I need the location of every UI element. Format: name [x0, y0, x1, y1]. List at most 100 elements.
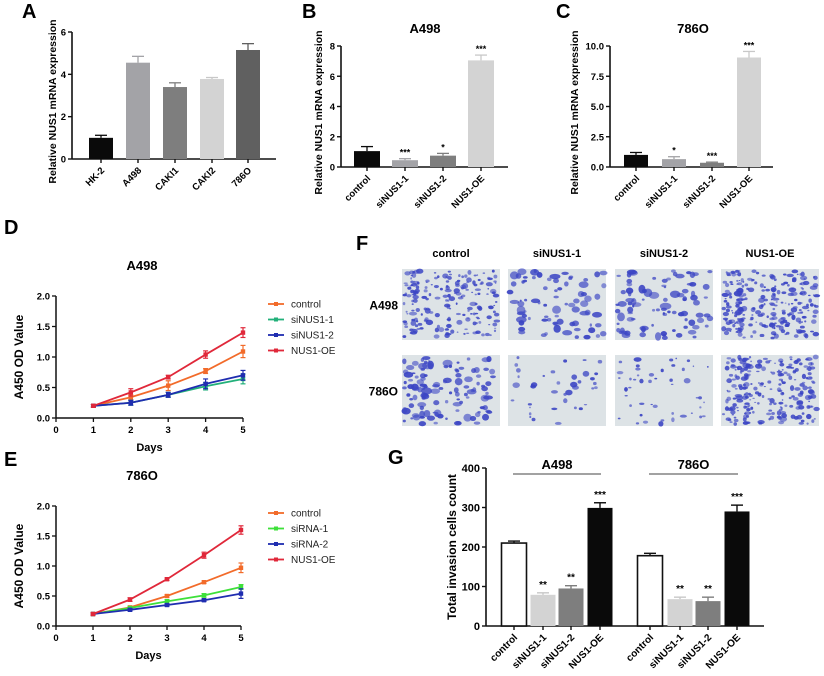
stained-cell [443, 377, 452, 384]
stained-cell [423, 385, 428, 389]
stained-cell [780, 379, 784, 382]
stained-cell [755, 271, 760, 275]
stained-cell [781, 291, 787, 295]
x-tick-label: 4 [201, 633, 207, 644]
stained-cell [436, 324, 440, 329]
stained-cell [760, 382, 764, 386]
stained-cell [594, 293, 601, 300]
stained-cell [419, 373, 426, 379]
legend-label: siNUS1-1 [291, 315, 334, 326]
stained-cell [743, 381, 750, 388]
bar-caki2 [200, 78, 224, 159]
stained-cell [446, 328, 449, 330]
stained-cell [751, 269, 757, 273]
stained-cell [456, 279, 461, 283]
stained-cell [814, 304, 819, 308]
stained-cell [544, 315, 549, 319]
stained-cell [675, 273, 685, 279]
stained-cell [438, 327, 445, 333]
stained-cell [492, 310, 496, 314]
significance-marker: ** [704, 584, 712, 595]
stained-cell [577, 291, 585, 298]
stained-cell [681, 367, 685, 372]
stained-cell [768, 409, 773, 412]
y-tick-label: 0.5 [37, 383, 51, 394]
stained-cell [416, 379, 424, 385]
data-point [127, 597, 133, 602]
stained-cell [736, 365, 743, 370]
stained-cell [412, 394, 418, 401]
stained-cell [692, 365, 695, 368]
x-tick-label: CAKI2 [190, 165, 218, 193]
stained-cell [518, 326, 526, 332]
stained-cell [493, 327, 497, 329]
chart-title: A498 [126, 258, 157, 273]
stained-cell [734, 387, 738, 390]
stained-cell [456, 319, 463, 325]
data-point [164, 593, 170, 599]
stained-cell [404, 292, 408, 296]
stained-cell [481, 384, 486, 388]
stained-cell [733, 416, 737, 419]
stained-cell [770, 311, 777, 316]
x-tick-label: siNUS1-1 [643, 173, 681, 211]
stained-cell [635, 364, 640, 368]
stained-cell [799, 392, 804, 395]
stained-cell [434, 327, 440, 333]
stained-cell [591, 387, 595, 390]
stained-cell [641, 288, 647, 294]
y-tick-label: 1.0 [37, 562, 50, 573]
stained-cell [624, 387, 628, 392]
y-tick-label: 0.0 [591, 163, 604, 174]
stained-cell [479, 283, 483, 285]
stained-cell [757, 359, 763, 364]
stained-cell [571, 306, 580, 313]
y-tick-label: 0 [61, 155, 66, 166]
stained-cell [488, 305, 494, 310]
stained-cell [704, 324, 709, 328]
significance-marker: *** [731, 492, 743, 503]
stained-cell [476, 305, 482, 310]
stained-cell [744, 405, 750, 408]
x-tick-label: 2 [127, 633, 132, 644]
stained-cell [406, 313, 409, 315]
y-tick-label: 4 [61, 70, 67, 81]
stained-cell [742, 336, 746, 339]
bar-control [354, 151, 380, 167]
stained-cell [516, 311, 526, 316]
stained-cell [728, 418, 732, 422]
stained-cell [696, 317, 705, 323]
stained-cell [793, 379, 797, 381]
stained-cell [617, 312, 625, 322]
stained-cell [454, 377, 463, 386]
stained-cell [461, 275, 465, 279]
stained-cell [749, 399, 752, 401]
stained-cell [747, 277, 753, 281]
stained-cell [553, 324, 561, 333]
stained-cell [801, 412, 805, 415]
stained-cell [721, 292, 729, 298]
stained-cell [755, 310, 762, 315]
stained-cell [770, 286, 777, 293]
stained-cell [406, 393, 411, 397]
group-label: A498 [541, 457, 572, 472]
stained-cell [448, 273, 452, 276]
stained-cell [796, 329, 803, 334]
stained-cell [750, 406, 754, 410]
stained-cell [568, 302, 576, 308]
y-tick-label: 2 [61, 112, 66, 123]
stained-cell [779, 362, 785, 367]
stained-cell [787, 283, 790, 287]
stained-cell [456, 312, 461, 316]
stained-cell [790, 366, 795, 369]
stained-cell [614, 308, 621, 314]
significance-marker: * [672, 146, 676, 156]
stained-cell [583, 277, 589, 282]
stained-cell [751, 314, 754, 316]
column-label: siNUS1-2 [640, 248, 688, 260]
stained-cell [447, 316, 451, 322]
y-tick-label: 400 [462, 463, 480, 475]
stained-cell [772, 307, 776, 311]
stained-cell [564, 302, 568, 306]
stained-cell [789, 404, 794, 408]
